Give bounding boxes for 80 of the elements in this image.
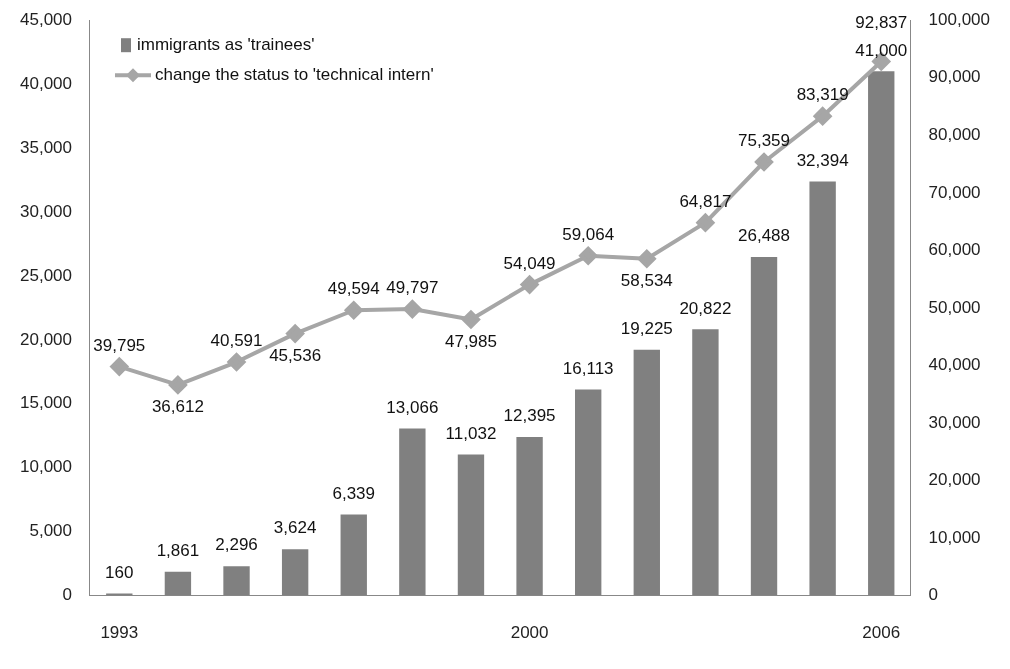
bar [223, 566, 250, 596]
data-label: 19,225 [620, 318, 673, 338]
y2-tick-label: 80,000 [928, 124, 981, 144]
data-label: 20,822 [679, 298, 732, 318]
y2-tick-label: 0 [928, 585, 939, 605]
data-label: 75,359 [738, 131, 791, 151]
data-label: 54,049 [503, 253, 556, 273]
data-label: 6,339 [332, 483, 376, 503]
data-label: 39,795 [93, 335, 146, 355]
y-tick-label: 30,000 [20, 201, 72, 221]
data-label: 1,861 [156, 540, 200, 560]
y-tick-label: 35,000 [20, 137, 72, 157]
data-label: 32,394 [796, 150, 849, 170]
data-label: 16,113 [562, 358, 614, 378]
y2-tick-label: 10,000 [928, 527, 981, 547]
legend-label: immigrants as 'trainees' [137, 34, 315, 54]
bar [633, 349, 660, 596]
point [168, 375, 187, 394]
data-label: 36,612 [151, 397, 204, 417]
y-tick-label: 15,000 [20, 393, 72, 413]
data-label: 49,797 [386, 278, 439, 298]
x-tick-label: 2006 [862, 623, 901, 643]
point [227, 353, 246, 372]
point [344, 301, 363, 320]
bar [340, 514, 367, 596]
bar [281, 549, 309, 596]
data-label: 26,488 [738, 226, 791, 246]
y-tick-label: 40,000 [20, 73, 72, 93]
y2-tick-label: 100,000 [928, 9, 990, 29]
bar [868, 71, 895, 596]
y-tick-label: 20,000 [20, 329, 72, 349]
bar [575, 389, 602, 596]
point [579, 246, 598, 265]
data-label: 47,985 [444, 331, 497, 351]
data-label: 12,395 [503, 406, 556, 426]
y-tick-label: 10,000 [20, 457, 72, 477]
data-label: 40,591 [210, 331, 263, 351]
data-label: 3,624 [273, 518, 317, 538]
bar [399, 428, 426, 596]
bar [516, 437, 543, 596]
point [403, 300, 422, 319]
data-label: 2,296 [215, 535, 258, 555]
y2-tick-label: 40,000 [928, 355, 981, 375]
y2-tick-label: 50,000 [928, 297, 981, 317]
y-tick-label: 5,000 [29, 521, 72, 541]
data-label: 13,066 [386, 397, 439, 417]
y2-tick-label: 30,000 [928, 412, 981, 432]
y-tick-label: 0 [62, 585, 72, 605]
point [813, 107, 832, 126]
data-label: 160 [105, 562, 134, 582]
y2-tick-label: 90,000 [928, 67, 981, 87]
data-label: 64,817 [679, 191, 732, 211]
y-tick-label: 45,000 [20, 9, 72, 29]
bar [457, 454, 485, 596]
data-label: 58,534 [620, 270, 673, 290]
point [520, 275, 539, 294]
bar [750, 256, 778, 596]
point [461, 310, 480, 329]
bar [164, 571, 192, 596]
point [286, 324, 305, 343]
y-tick-label: 25,000 [20, 265, 72, 285]
data-label: 41,000 [855, 40, 908, 60]
y2-tick-label: 60,000 [928, 240, 981, 260]
x-tick-label: 1993 [100, 623, 139, 643]
data-label: 59,064 [562, 224, 615, 244]
legend-label: change the status to 'technical intern' [155, 64, 434, 84]
point [637, 249, 656, 268]
point [110, 357, 129, 376]
data-label: 92,837 [855, 12, 908, 32]
data-label: 11,032 [445, 423, 497, 443]
bar [809, 181, 836, 596]
y2-tick-label: 20,000 [928, 470, 981, 490]
data-label: 45,536 [269, 345, 322, 365]
point [755, 152, 774, 171]
x-tick-label: 2000 [510, 623, 549, 643]
data-label: 83,319 [796, 85, 849, 105]
y2-tick-label: 70,000 [928, 182, 981, 202]
point [696, 213, 715, 232]
data-label: 49,594 [327, 279, 380, 299]
bar [692, 329, 719, 596]
